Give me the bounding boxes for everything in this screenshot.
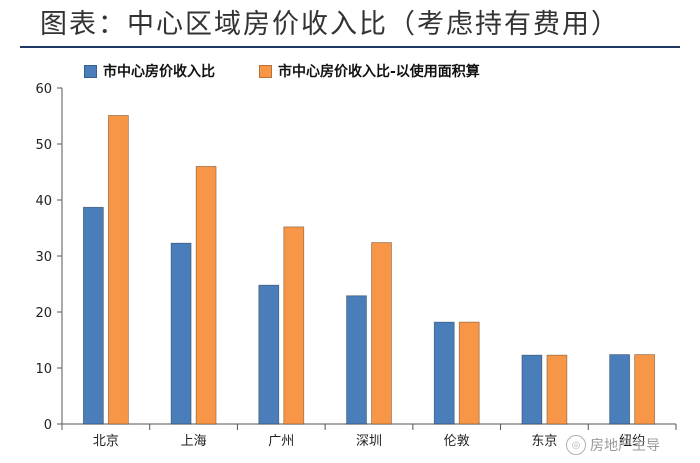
- bar-series-2-shade: [634, 354, 656, 425]
- bar-series-2-shade: [458, 321, 480, 425]
- legend-label-series-2: 市中心房价收入比-以使用面积算: [278, 64, 480, 80]
- bar-series-2-shade: [195, 165, 217, 425]
- x-category-label: 纽约: [619, 434, 645, 449]
- bar-series-1-shade: [433, 321, 455, 425]
- legend-item-series-2: 市中心房价收入比-以使用面积算: [259, 61, 480, 81]
- watermark: ◎ 房地产主导: [566, 432, 696, 458]
- y-tick-label: 10: [35, 362, 52, 377]
- legend-swatch-series-2: [259, 64, 272, 78]
- y-tick-label: 0: [44, 418, 52, 433]
- x-category-label: 伦敦: [444, 433, 470, 449]
- bar-series-2-shade: [546, 354, 568, 425]
- x-category-label: 东京: [531, 434, 557, 449]
- bar-series-2-shade: [283, 226, 305, 425]
- x-category-label: 广州: [268, 434, 294, 449]
- chart-title: 图表：中心区域房价收入比（考虑持有费用）: [40, 9, 620, 40]
- legend-label-series-1: 市中心房价收入比: [103, 64, 215, 80]
- watermark-logo-icon: ◎: [566, 435, 586, 455]
- chart-legend: 市中心房价收入比 市中心房价收入比-以使用面积算: [84, 61, 684, 81]
- y-tick-label: 50: [35, 138, 52, 153]
- bar-series-1-shade: [258, 284, 280, 425]
- bar-series-1-shade: [170, 242, 192, 425]
- x-category-label: 北京: [93, 434, 119, 449]
- y-tick-label: 20: [35, 306, 52, 321]
- bar-series-2-shade: [371, 242, 392, 425]
- watermark-text: 房地产主导: [590, 438, 660, 454]
- x-category-label: 深圳: [356, 434, 382, 449]
- legend-item-series-1: 市中心房价收入比: [84, 61, 215, 81]
- bar-series-1-shade: [82, 206, 104, 425]
- title-divider: [20, 46, 680, 48]
- x-category-label: 上海: [181, 434, 207, 449]
- bar-series-1-shade: [346, 295, 367, 425]
- legend-swatch-series-1: [84, 64, 97, 78]
- bar-series-1-shade: [521, 354, 543, 425]
- y-tick-label: 30: [35, 250, 52, 265]
- y-tick-label: 40: [35, 194, 52, 209]
- y-tick-label: 60: [35, 82, 52, 97]
- bar-series-1-shade: [609, 354, 631, 425]
- bar-series-2-shade: [107, 115, 129, 425]
